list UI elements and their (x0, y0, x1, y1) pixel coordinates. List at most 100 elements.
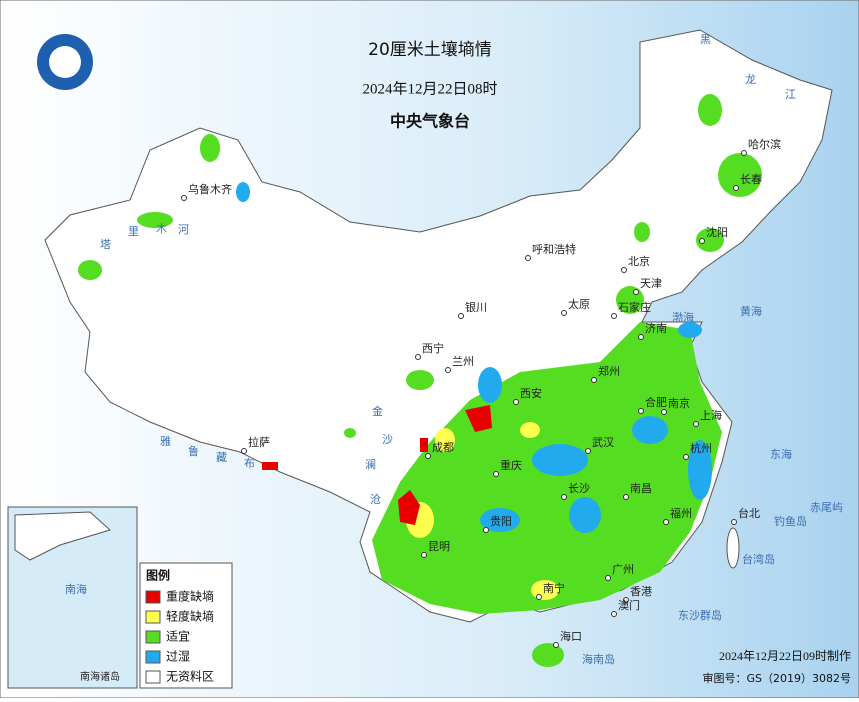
moist-area (634, 222, 650, 242)
city-dot (683, 454, 689, 460)
city-dot (633, 289, 639, 295)
legend-swatch (145, 610, 161, 624)
city-label: 南昌 (630, 482, 652, 495)
water-label: 赤尾屿 (810, 501, 843, 514)
city-label: 长春 (740, 173, 762, 186)
water-label: 钓鱼岛 (774, 514, 807, 528)
city-label: 福州 (670, 506, 692, 520)
water-label: 台湾岛 (742, 552, 775, 566)
taiwan (726, 527, 740, 569)
city-label: 天津 (640, 277, 662, 290)
city-dot (731, 519, 737, 525)
city-label: 西宁 (422, 341, 444, 355)
wet-area (688, 440, 712, 500)
city-dot (445, 367, 451, 373)
city-label: 台北 (738, 506, 760, 520)
city-label: 兰州 (452, 355, 474, 368)
city-dot (561, 494, 567, 500)
city-dot (638, 408, 644, 414)
city-label: 银川 (465, 300, 487, 314)
city-dot (561, 310, 567, 316)
city-dot (623, 597, 629, 603)
wet-area (478, 367, 502, 403)
city-label: 贵阳 (490, 515, 512, 528)
city-label: 乌鲁木齐 (188, 182, 232, 196)
water-label: 河 (178, 223, 189, 236)
city-label: 香港 (630, 585, 652, 598)
water-label: 东沙群岛 (678, 608, 722, 622)
inset-label: 南海诸岛 (80, 670, 120, 683)
city-label: 北京 (628, 254, 650, 268)
moist-area (406, 370, 434, 390)
city-dot (733, 185, 739, 191)
city-dot (585, 448, 591, 454)
water-label: 里 (128, 225, 139, 238)
city-dot (621, 267, 627, 273)
city-label: 杭州 (690, 441, 712, 455)
wet-areas (236, 182, 712, 533)
severe-area (420, 438, 428, 452)
water-label: 布 (244, 457, 255, 470)
city-label: 郑州 (598, 364, 620, 378)
moist-area (137, 212, 173, 228)
legend-swatch (145, 590, 161, 604)
water-label: 金 (372, 404, 383, 418)
legend-label: 轻度缺墒 (166, 609, 214, 624)
city-dot (536, 594, 542, 600)
city-label: 长沙 (568, 482, 590, 495)
city-dot (741, 150, 747, 156)
water-label: 黑 (700, 33, 711, 46)
logo-inner (49, 46, 81, 78)
city-dot (421, 552, 427, 558)
city-dot (611, 611, 617, 617)
dry-area (520, 422, 540, 438)
wet-area (569, 497, 601, 533)
city-dot (525, 255, 531, 261)
city-dot (493, 471, 499, 477)
severe-area (262, 462, 278, 470)
water-label: 沙 (382, 433, 393, 446)
city-dot (693, 421, 699, 427)
water-label: 龙 (745, 73, 756, 86)
city-dot (513, 399, 519, 405)
city-dot (699, 238, 705, 244)
city-label: 武汉 (592, 436, 614, 449)
legend-label: 无资料区 (166, 670, 214, 684)
city-dot (663, 519, 669, 525)
city-label: 南京 (668, 396, 690, 410)
moist-area (200, 134, 220, 162)
city-label: 上海 (700, 408, 722, 422)
water-label: 南海 (65, 582, 87, 596)
city-dot (611, 313, 617, 319)
wet-area (678, 322, 702, 338)
moist-area (344, 428, 356, 438)
approval: 审图号：GS（2019）3082号 (703, 671, 852, 685)
city-label: 重庆 (500, 458, 522, 472)
city-label: 澳门 (618, 598, 640, 612)
city-dot (605, 575, 611, 581)
wet-area (632, 416, 668, 444)
agency: 中央气象台 (390, 112, 470, 131)
inset-land (14, 511, 111, 561)
water-label: 东海 (770, 447, 792, 461)
date: 2024年12月22日08时 (362, 80, 497, 97)
title: 20厘米土壤墒情 (368, 39, 492, 60)
city-label: 合肥 (645, 395, 667, 409)
water-label: 澜 (365, 457, 376, 471)
water-label: 黄海 (740, 304, 762, 318)
city-dot (661, 409, 667, 415)
water-label: 藏 (216, 451, 227, 464)
city-label: 拉萨 (248, 435, 270, 449)
legend-swatch (145, 630, 161, 644)
city-dot (425, 453, 431, 459)
moist-area (696, 228, 724, 252)
wet-area (236, 182, 250, 202)
severe-area (465, 405, 492, 432)
city-label: 呼和浩特 (532, 242, 576, 256)
city-label: 南宁 (543, 581, 565, 595)
legend-label: 重度缺墒 (166, 589, 214, 604)
severe-areas (262, 405, 492, 525)
